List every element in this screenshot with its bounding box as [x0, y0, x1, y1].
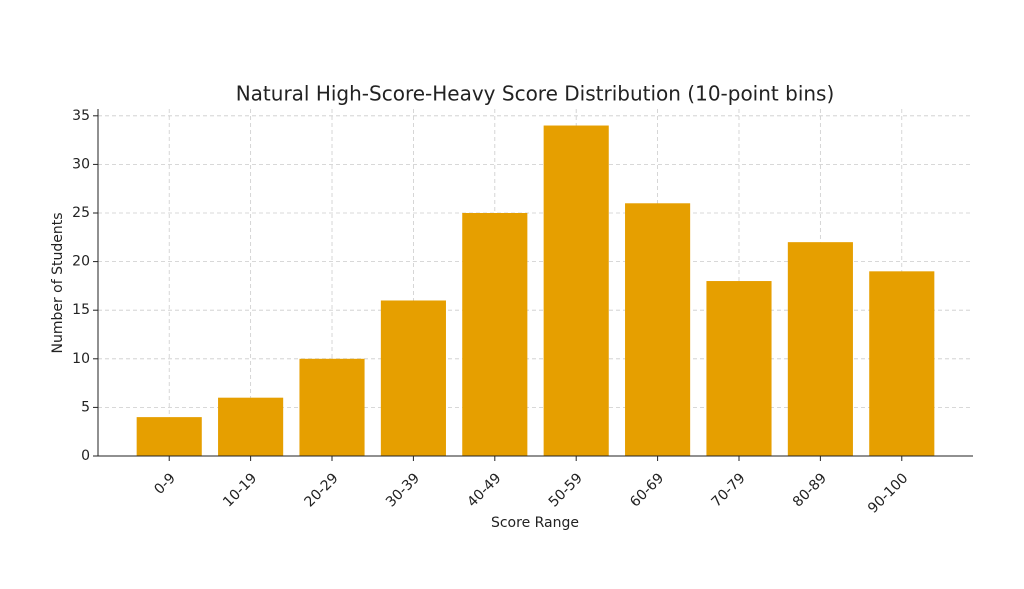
- bar: [299, 358, 365, 456]
- bar: [543, 125, 609, 457]
- x-tick-label: 80-89: [790, 470, 830, 510]
- x-tick-label: 60-69: [627, 470, 667, 510]
- bar: [462, 213, 528, 456]
- bar: [136, 417, 202, 456]
- y-tick-label: 35: [72, 108, 90, 124]
- x-tick-label: 90-100: [865, 470, 911, 516]
- bar: [787, 242, 853, 456]
- x-axis-label: Score Range: [491, 515, 579, 531]
- x-tick-label: 70-79: [709, 470, 749, 510]
- x-tick-label: 0-9: [151, 470, 178, 497]
- y-tick-label: 0: [81, 448, 90, 464]
- bar: [625, 203, 691, 456]
- y-tick-label: 10: [72, 351, 90, 367]
- x-tick-label: 10-19: [220, 470, 260, 510]
- x-tick-label: 50-59: [546, 470, 586, 510]
- y-tick-label: 5: [81, 399, 90, 415]
- y-axis-label: Number of Students: [50, 212, 66, 353]
- x-tick-label: 20-29: [302, 470, 342, 510]
- bar: [218, 397, 284, 456]
- y-tick-label: 20: [72, 254, 90, 270]
- bar: [706, 281, 772, 456]
- y-tick-label: 25: [72, 205, 90, 221]
- chart-title: Natural High-Score-Heavy Score Distribut…: [236, 82, 835, 106]
- y-tick-label: 15: [72, 302, 90, 318]
- x-tick-label: 30-39: [383, 470, 423, 510]
- x-tick-label: 40-49: [464, 470, 504, 510]
- bar: [380, 300, 446, 456]
- bar: [869, 271, 935, 456]
- y-tick-label: 30: [72, 156, 90, 172]
